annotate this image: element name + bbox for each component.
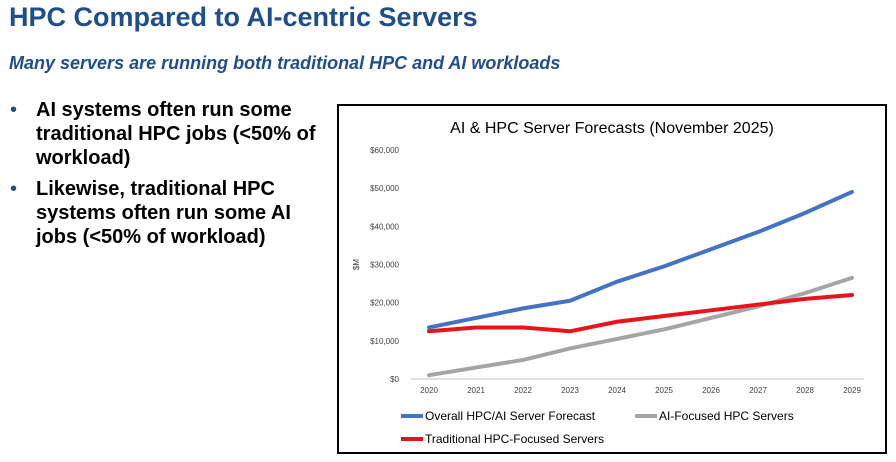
- bullet-text: Likewise, traditional HPC systems often …: [36, 178, 291, 248]
- data-point: [615, 320, 619, 324]
- legend-label: AI-Focused HPC Servers: [659, 409, 794, 423]
- data-point: [521, 325, 525, 329]
- data-point: [709, 316, 713, 320]
- series-line: [427, 189, 854, 330]
- data-point: [615, 280, 619, 284]
- data-point: [521, 306, 525, 310]
- chart-legend: Overall HPC/AI Server Forecast AI-Focused…: [401, 409, 794, 446]
- data-point: [662, 327, 666, 331]
- y-tick-label: $40,000: [370, 222, 399, 231]
- y-tick-label: $20,000: [370, 299, 399, 308]
- data-point: [521, 358, 525, 362]
- y-tick-label: $60,000: [370, 146, 399, 155]
- y-tick-label: $0: [390, 375, 399, 384]
- bullet-item: • AI systems often run some traditional …: [10, 98, 330, 170]
- data-point: [803, 211, 807, 215]
- x-tick-label: 2024: [608, 386, 626, 395]
- bullet-marker: •: [10, 178, 18, 200]
- data-point: [709, 308, 713, 312]
- data-point: [568, 329, 572, 333]
- bullet-marker: •: [10, 99, 18, 121]
- data-point: [662, 314, 666, 318]
- x-tick-label: 2025: [655, 386, 673, 395]
- data-point: [568, 346, 572, 350]
- y-tick-label: $30,000: [370, 261, 399, 270]
- x-tick-label: 2028: [796, 386, 814, 395]
- data-point: [850, 276, 854, 280]
- chart-axes: $0 $10,000 $20,000 $30,000 $40,000 $50,000 $60…: [352, 146, 864, 395]
- data-point: [662, 264, 666, 268]
- data-point: [427, 325, 431, 329]
- x-tick-label: 2022: [514, 386, 532, 395]
- chart-series: [427, 189, 854, 378]
- data-point: [709, 247, 713, 251]
- chart-title: AI & HPC Server Forecasts (November 2025…: [450, 120, 774, 137]
- data-point: [474, 366, 478, 370]
- x-tick-label: 2021: [467, 386, 485, 395]
- data-point: [756, 230, 760, 234]
- bullet-item: • Likewise, traditional HPC systems ofte…: [10, 177, 330, 249]
- x-tick-label: 2023: [561, 386, 579, 395]
- data-point: [803, 297, 807, 301]
- x-tick-label: 2029: [843, 386, 861, 395]
- x-tick-label: 2027: [749, 386, 767, 395]
- chart-frame: AI & HPC Server Forecasts (November 2025…: [337, 104, 887, 454]
- y-axis-label: $M: [352, 259, 361, 270]
- data-point: [474, 325, 478, 329]
- data-point: [615, 337, 619, 341]
- data-point: [427, 329, 431, 333]
- x-tick-label: 2020: [420, 386, 438, 395]
- bullet-text: AI systems often run some traditional HP…: [36, 99, 316, 169]
- x-tick-label: 2026: [702, 386, 720, 395]
- bullet-list: • AI systems often run some traditional …: [10, 98, 330, 256]
- data-point: [474, 316, 478, 320]
- legend-label: Overall HPC/AI Server Forecast: [425, 409, 596, 423]
- y-tick-label: $10,000: [370, 337, 399, 346]
- data-point: [427, 373, 431, 377]
- slide-subtitle: Many servers are running both traditiona…: [9, 53, 561, 73]
- data-point: [756, 303, 760, 307]
- data-point: [850, 190, 854, 194]
- series-line: [427, 293, 854, 334]
- forecast-chart: AI & HPC Server Forecasts (November 2025…: [352, 120, 864, 446]
- data-point: [850, 293, 854, 297]
- data-point: [803, 291, 807, 295]
- slide-title: HPC Compared to AI-centric Servers: [9, 2, 478, 32]
- data-point: [568, 299, 572, 303]
- y-tick-label: $50,000: [370, 184, 399, 193]
- legend-label: Traditional HPC-Focused Servers: [425, 432, 604, 446]
